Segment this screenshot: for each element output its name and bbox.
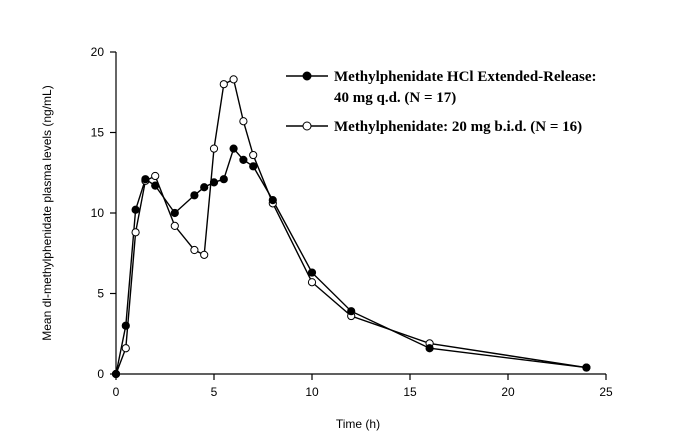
data-point-filled: [239, 155, 248, 164]
data-point-open: [121, 344, 130, 353]
legend: Methylphenidate HCl Extended-Release: 40 …: [286, 69, 596, 135]
y-axis-title: Mean dl-methylphenidate plasma levels (n…: [40, 85, 54, 340]
ticks: 0 5 10 15 20 25 0 5 10 15 20: [91, 45, 613, 399]
data-point-filled: [229, 144, 238, 153]
series-group: [111, 75, 591, 379]
data-point-filled: [219, 175, 228, 184]
data-point-filled: [209, 178, 219, 187]
data-point-filled: [131, 205, 140, 214]
data-point-filled: [268, 196, 277, 205]
data-point-open: [131, 228, 140, 237]
data-point-open: [239, 117, 248, 126]
data-point-open: [209, 144, 219, 153]
data-point-filled: [141, 175, 150, 184]
x-tick-label: 0: [113, 385, 120, 399]
data-point-open: [219, 80, 228, 89]
data-point-open: [249, 150, 258, 160]
x-tick-label: 25: [599, 385, 613, 399]
data-point-filled: [425, 344, 434, 353]
y-tick-label: 5: [97, 287, 104, 301]
x-tick-label: 10: [305, 385, 319, 399]
data-point-filled: [190, 191, 199, 200]
y-tick-label: 0: [97, 367, 104, 381]
y-tick-label: 15: [91, 126, 105, 140]
data-point-open: [229, 75, 238, 84]
legend-label: Methylphenidate: 20 mg b.i.d. (N = 16): [334, 119, 582, 135]
y-tick-label: 20: [91, 45, 105, 59]
data-point-filled: [121, 321, 130, 330]
series-line-2: [115, 78, 587, 375]
x-tick-label: 5: [211, 385, 218, 399]
x-axis-title: Time (h): [336, 417, 380, 431]
data-point-filled: [347, 307, 356, 316]
data-point-open: [151, 171, 160, 181]
x-tick-label: 20: [501, 385, 515, 399]
series-line-1: [115, 147, 587, 375]
x-tick-label: 15: [403, 385, 417, 399]
data-point-filled: [582, 363, 591, 372]
data-point-filled: [111, 369, 121, 379]
data-point-open: [200, 250, 209, 259]
data-point-open: [307, 278, 317, 287]
data-point-filled: [200, 183, 209, 192]
legend-marker-filled: [302, 71, 312, 81]
data-point-filled: [307, 268, 317, 277]
data-point-open: [190, 245, 199, 255]
y-tick-label: 10: [91, 206, 105, 220]
data-point-filled: [151, 181, 160, 190]
legend-label: Methylphenidate HCl Extended-Release:: [334, 69, 596, 85]
data-point-filled: [249, 162, 258, 171]
data-point-filled: [170, 208, 179, 218]
data-point-open: [170, 221, 179, 230]
legend-marker-open: [302, 121, 312, 131]
legend-label: 40 mg q.d. (N = 17): [334, 90, 456, 106]
